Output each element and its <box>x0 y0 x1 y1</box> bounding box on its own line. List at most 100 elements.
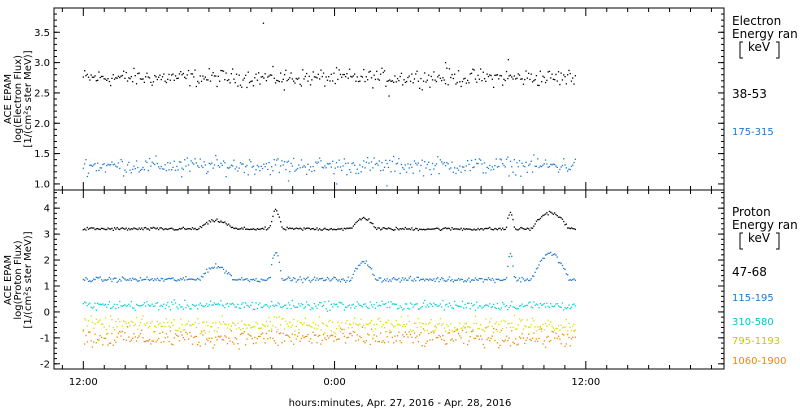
data-point <box>378 317 380 319</box>
data-point <box>518 228 521 230</box>
data-point <box>271 330 273 332</box>
data-point <box>228 79 230 81</box>
data-point <box>537 304 539 306</box>
data-point <box>486 73 488 75</box>
data-point <box>311 326 313 328</box>
data-point <box>460 227 462 229</box>
data-point <box>489 303 491 305</box>
data-point <box>376 70 378 72</box>
data-point <box>486 279 488 281</box>
data-point <box>322 167 325 169</box>
data-point <box>395 81 397 83</box>
data-point <box>376 323 378 325</box>
data-point <box>378 79 380 81</box>
data-point <box>386 228 388 230</box>
data-point <box>345 162 347 165</box>
data-point <box>130 76 132 78</box>
data-point <box>103 279 105 281</box>
data-point <box>212 267 214 269</box>
data-point <box>133 227 135 229</box>
data-point <box>203 161 205 163</box>
data-point <box>102 227 104 230</box>
data-point <box>202 276 204 278</box>
data-point <box>463 281 465 283</box>
data-point <box>435 304 438 306</box>
data-point <box>502 163 504 165</box>
data-point <box>561 218 564 220</box>
data-point <box>534 340 536 342</box>
data-point <box>454 228 456 230</box>
data-point <box>437 305 439 308</box>
data-point <box>155 76 157 78</box>
data-point <box>258 280 260 282</box>
data-point <box>565 223 567 225</box>
data-point <box>245 344 247 346</box>
data-point <box>451 330 453 332</box>
data-point <box>563 220 565 223</box>
data-point <box>495 321 497 323</box>
data-point <box>256 228 258 230</box>
data-point <box>286 161 288 163</box>
data-point <box>365 219 367 221</box>
data-point <box>434 79 436 81</box>
data-point <box>93 327 95 329</box>
data-point <box>557 325 560 327</box>
data-point <box>282 279 284 281</box>
data-point <box>116 227 118 229</box>
data-point-outlier <box>507 59 509 61</box>
data-point <box>143 227 145 229</box>
data-point <box>441 229 443 231</box>
data-point <box>511 255 513 257</box>
data-point <box>428 332 430 335</box>
data-point <box>517 307 519 310</box>
data-point <box>543 340 545 342</box>
data-point <box>473 337 475 340</box>
data-point <box>422 278 425 280</box>
data-point <box>563 334 565 336</box>
data-point <box>163 280 165 282</box>
data-point <box>399 75 401 78</box>
data-point <box>490 306 492 309</box>
data-point <box>416 335 418 337</box>
data-point <box>407 228 409 230</box>
data-point <box>499 158 501 160</box>
data-point <box>429 321 431 324</box>
proton-legend-title: Proton <box>732 205 771 219</box>
electron-legend-175-315: 175-315 <box>732 127 774 138</box>
data-point <box>141 329 143 331</box>
data-point <box>155 326 157 328</box>
data-point <box>548 165 551 168</box>
data-point <box>230 226 232 229</box>
data-point <box>313 228 316 231</box>
data-point <box>209 163 212 165</box>
data-point <box>198 322 200 324</box>
data-point <box>531 275 534 277</box>
data-point <box>181 323 183 326</box>
data-point <box>402 325 404 328</box>
data-point <box>560 217 562 219</box>
data-point <box>181 334 183 336</box>
data-point <box>254 228 256 231</box>
data-point <box>263 305 265 307</box>
data-point <box>550 77 552 79</box>
data-point <box>186 74 188 76</box>
data-point <box>565 83 567 85</box>
data-point <box>159 167 161 170</box>
data-point <box>324 301 326 303</box>
data-point <box>463 325 465 327</box>
data-point <box>570 279 573 281</box>
data-point <box>509 160 512 162</box>
data-point <box>428 279 430 281</box>
data-point <box>116 326 118 328</box>
data-point <box>273 340 275 342</box>
data-point <box>324 85 326 87</box>
data-point <box>245 278 247 280</box>
data-point <box>208 162 210 164</box>
data-point <box>402 84 404 86</box>
electron-panel-frame <box>53 7 725 191</box>
data-point <box>259 335 261 338</box>
data-point <box>367 264 369 266</box>
data-point <box>274 304 277 306</box>
data-point <box>155 302 157 305</box>
data-point <box>419 87 421 89</box>
